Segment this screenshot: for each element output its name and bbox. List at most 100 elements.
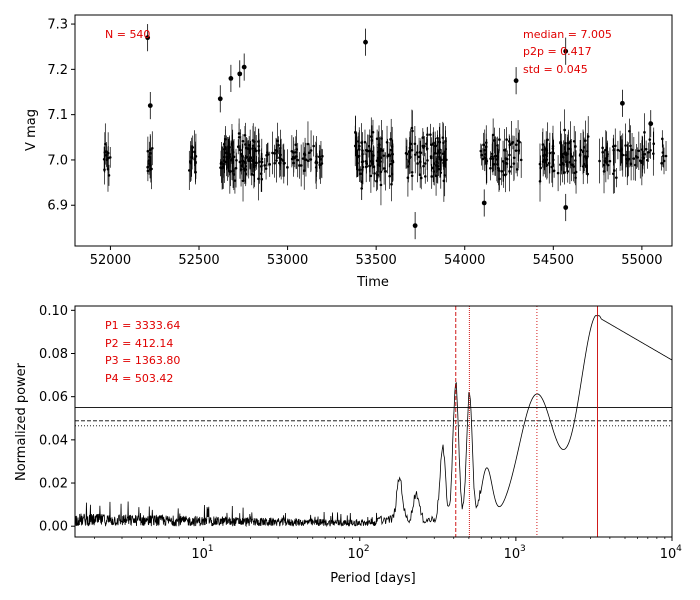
- data-point: [431, 166, 435, 169]
- periodogram-curve: [74, 315, 673, 528]
- data-point: [643, 131, 646, 134]
- data-point: [379, 147, 383, 151]
- data-point: [363, 140, 367, 144]
- data-point: [481, 157, 485, 161]
- data-point: [620, 148, 623, 151]
- data-point: [508, 143, 512, 147]
- data-point: [381, 149, 384, 152]
- light-curve-y-label: V mag: [24, 109, 39, 151]
- data-point: [290, 149, 294, 153]
- data-point: [263, 164, 266, 167]
- data-point: [552, 169, 556, 172]
- data-point: [431, 143, 435, 146]
- data-point: [146, 149, 150, 153]
- data-point: [542, 158, 546, 162]
- data-point: [425, 142, 428, 146]
- y-tick-label: 7.1: [47, 108, 68, 123]
- data-point: [501, 159, 505, 163]
- x-tick-label: 54000: [444, 253, 485, 268]
- data-point: [496, 162, 499, 166]
- annotation-p2p: p2p = 0.417: [523, 45, 592, 58]
- data-point: [377, 150, 380, 154]
- periodogram-y-ticks: 0.00 0.02 0.04 0.06 0.08 0.10: [39, 304, 75, 535]
- data-point: [496, 150, 500, 154]
- data-point: [573, 171, 577, 175]
- data-point: [320, 162, 324, 165]
- data-point: [314, 161, 318, 164]
- data-point: [586, 135, 590, 138]
- data-point: [613, 169, 616, 172]
- data-point: [247, 159, 251, 163]
- x-tick-label: 53500: [355, 253, 396, 268]
- data-point: [508, 170, 511, 173]
- data-point: [512, 156, 516, 160]
- data-point: [254, 149, 258, 153]
- data-point: [290, 157, 294, 161]
- data-point: [635, 155, 638, 158]
- data-point: [385, 140, 389, 144]
- data-point: [107, 174, 111, 177]
- light-curve-x-label: Time: [356, 275, 389, 290]
- data-point: [281, 159, 285, 162]
- data-point: [244, 168, 248, 171]
- data-point: [359, 172, 362, 176]
- data-point: [264, 167, 268, 170]
- data-point: [369, 159, 373, 163]
- data-point: [503, 148, 506, 152]
- data-point: [251, 159, 254, 163]
- data-point: [664, 154, 668, 158]
- x-tick-exponent: 4: [676, 544, 682, 554]
- data-point: [482, 143, 485, 147]
- light-curve-data: [102, 24, 668, 240]
- data-point: [608, 159, 612, 163]
- data-point: [390, 182, 393, 186]
- x-tick-label: 55000: [621, 253, 662, 268]
- data-point: [365, 148, 368, 152]
- data-point: [273, 152, 276, 155]
- data-point: [296, 158, 300, 162]
- data-point: [494, 154, 497, 158]
- data-point: [361, 160, 365, 163]
- data-point: [563, 128, 566, 132]
- data-point: [193, 150, 196, 154]
- annotation-n-points: N = 540: [105, 28, 150, 41]
- data-point: [602, 163, 606, 167]
- data-point: [309, 149, 313, 152]
- data-point: [648, 121, 654, 127]
- data-point: [615, 176, 618, 179]
- data-point: [434, 174, 438, 178]
- data-point: [228, 153, 232, 156]
- data-point: [229, 170, 232, 173]
- data-point: [230, 142, 234, 146]
- data-point: [578, 154, 582, 157]
- data-point: [235, 158, 238, 162]
- data-point: [314, 166, 318, 169]
- data-point: [498, 138, 501, 141]
- data-point: [369, 174, 373, 178]
- data-point: [292, 156, 296, 160]
- data-point: [629, 144, 632, 148]
- data-point: [570, 163, 573, 166]
- data-point: [318, 163, 322, 167]
- data-point: [105, 158, 109, 161]
- x-tick-label: 10: [347, 547, 364, 562]
- x-tick-exponent: 2: [364, 544, 370, 554]
- data-point: [273, 161, 276, 165]
- data-point: [299, 164, 303, 167]
- data-point: [364, 165, 368, 169]
- data-point: [219, 166, 222, 169]
- data-point: [504, 161, 507, 165]
- data-point: [652, 142, 656, 145]
- data-point: [559, 163, 562, 166]
- data-point: [500, 170, 503, 173]
- data-point: [233, 179, 237, 182]
- light-curve-x-ticks: 52000 52500 53000 53500 54000 54500 55000: [90, 246, 663, 268]
- data-point: [372, 165, 376, 169]
- data-point: [423, 162, 427, 165]
- data-point: [418, 173, 422, 176]
- data-point: [483, 148, 487, 152]
- data-point: [301, 157, 305, 160]
- data-point: [382, 154, 386, 157]
- data-point: [294, 143, 298, 147]
- data-point: [241, 139, 245, 143]
